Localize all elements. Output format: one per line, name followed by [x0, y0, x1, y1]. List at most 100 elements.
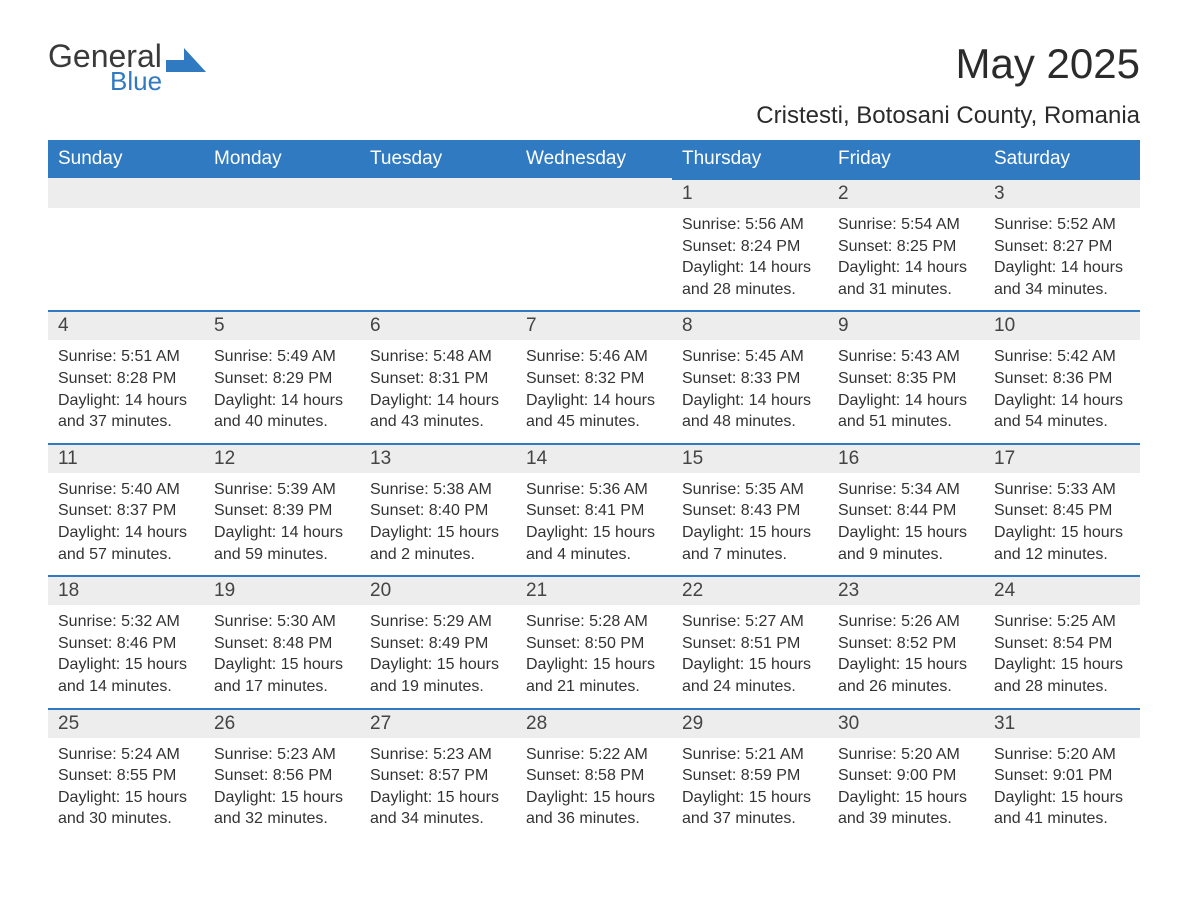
daylight-line: Daylight: 15 hours and 34 minutes. [370, 787, 506, 830]
weekday-header: Monday [204, 140, 360, 178]
calendar-cell: 9Sunrise: 5:43 AMSunset: 8:35 PMDaylight… [828, 310, 984, 442]
day-number: 9 [828, 310, 984, 340]
sunrise-line: Sunrise: 5:22 AM [526, 744, 662, 766]
daylight-line: Daylight: 14 hours and 57 minutes. [58, 522, 194, 565]
weekday-header: Sunday [48, 140, 204, 178]
weekday-header: Friday [828, 140, 984, 178]
calendar-cell: 26Sunrise: 5:23 AMSunset: 8:56 PMDayligh… [204, 708, 360, 840]
daylight-line: Daylight: 15 hours and 30 minutes. [58, 787, 194, 830]
calendar-cell: 7Sunrise: 5:46 AMSunset: 8:32 PMDaylight… [516, 310, 672, 442]
calendar-cell [204, 178, 360, 310]
calendar-cell: 27Sunrise: 5:23 AMSunset: 8:57 PMDayligh… [360, 708, 516, 840]
sunset-line: Sunset: 8:25 PM [838, 236, 974, 258]
weekday-header: Tuesday [360, 140, 516, 178]
sunset-line: Sunset: 8:59 PM [682, 765, 818, 787]
logo-word-blue: Blue [48, 68, 162, 94]
empty-day [360, 178, 516, 208]
page-title: May 2025 [756, 40, 1140, 88]
empty-day [48, 178, 204, 208]
sunrise-line: Sunrise: 5:39 AM [214, 479, 350, 501]
day-number: 16 [828, 443, 984, 473]
day-number: 20 [360, 575, 516, 605]
daylight-line: Daylight: 15 hours and 14 minutes. [58, 654, 194, 697]
daylight-line: Daylight: 14 hours and 43 minutes. [370, 390, 506, 433]
sunrise-line: Sunrise: 5:52 AM [994, 214, 1130, 236]
sunset-line: Sunset: 8:50 PM [526, 633, 662, 655]
day-number: 3 [984, 178, 1140, 208]
daylight-line: Daylight: 15 hours and 2 minutes. [370, 522, 506, 565]
calendar-cell: 20Sunrise: 5:29 AMSunset: 8:49 PMDayligh… [360, 575, 516, 707]
sunset-line: Sunset: 8:44 PM [838, 500, 974, 522]
day-number: 21 [516, 575, 672, 605]
daylight-line: Daylight: 14 hours and 37 minutes. [58, 390, 194, 433]
day-number: 26 [204, 708, 360, 738]
calendar-cell: 29Sunrise: 5:21 AMSunset: 8:59 PMDayligh… [672, 708, 828, 840]
sunset-line: Sunset: 8:24 PM [682, 236, 818, 258]
calendar-cell: 1Sunrise: 5:56 AMSunset: 8:24 PMDaylight… [672, 178, 828, 310]
day-number: 31 [984, 708, 1140, 738]
day-body: Sunrise: 5:20 AMSunset: 9:01 PMDaylight:… [984, 738, 1140, 840]
sunset-line: Sunset: 8:31 PM [370, 368, 506, 390]
day-number: 29 [672, 708, 828, 738]
daylight-line: Daylight: 15 hours and 21 minutes. [526, 654, 662, 697]
weekday-header-row: SundayMondayTuesdayWednesdayThursdayFrid… [48, 140, 1140, 178]
day-body: Sunrise: 5:23 AMSunset: 8:56 PMDaylight:… [204, 738, 360, 840]
sunset-line: Sunset: 8:48 PM [214, 633, 350, 655]
sunset-line: Sunset: 8:54 PM [994, 633, 1130, 655]
daylight-line: Daylight: 14 hours and 31 minutes. [838, 257, 974, 300]
empty-day [516, 178, 672, 208]
daylight-line: Daylight: 15 hours and 7 minutes. [682, 522, 818, 565]
sunrise-line: Sunrise: 5:34 AM [838, 479, 974, 501]
day-body: Sunrise: 5:28 AMSunset: 8:50 PMDaylight:… [516, 605, 672, 707]
sunset-line: Sunset: 8:36 PM [994, 368, 1130, 390]
calendar-cell: 21Sunrise: 5:28 AMSunset: 8:50 PMDayligh… [516, 575, 672, 707]
daylight-line: Daylight: 15 hours and 39 minutes. [838, 787, 974, 830]
day-number: 4 [48, 310, 204, 340]
daylight-line: Daylight: 14 hours and 59 minutes. [214, 522, 350, 565]
day-body: Sunrise: 5:43 AMSunset: 8:35 PMDaylight:… [828, 340, 984, 442]
sunrise-line: Sunrise: 5:45 AM [682, 346, 818, 368]
day-number: 19 [204, 575, 360, 605]
calendar-week-row: 1Sunrise: 5:56 AMSunset: 8:24 PMDaylight… [48, 178, 1140, 310]
day-body: Sunrise: 5:23 AMSunset: 8:57 PMDaylight:… [360, 738, 516, 840]
sunset-line: Sunset: 8:33 PM [682, 368, 818, 390]
day-number: 7 [516, 310, 672, 340]
location-subtitle: Cristesti, Botosani County, Romania [756, 102, 1140, 130]
sunrise-line: Sunrise: 5:30 AM [214, 611, 350, 633]
day-body: Sunrise: 5:56 AMSunset: 8:24 PMDaylight:… [672, 208, 828, 310]
sunrise-line: Sunrise: 5:51 AM [58, 346, 194, 368]
sunrise-line: Sunrise: 5:54 AM [838, 214, 974, 236]
calendar-cell: 30Sunrise: 5:20 AMSunset: 9:00 PMDayligh… [828, 708, 984, 840]
day-number: 11 [48, 443, 204, 473]
sunrise-line: Sunrise: 5:43 AM [838, 346, 974, 368]
day-number: 8 [672, 310, 828, 340]
calendar-cell: 5Sunrise: 5:49 AMSunset: 8:29 PMDaylight… [204, 310, 360, 442]
day-body: Sunrise: 5:25 AMSunset: 8:54 PMDaylight:… [984, 605, 1140, 707]
day-number: 30 [828, 708, 984, 738]
calendar-cell [360, 178, 516, 310]
day-number: 2 [828, 178, 984, 208]
day-number: 18 [48, 575, 204, 605]
day-body: Sunrise: 5:49 AMSunset: 8:29 PMDaylight:… [204, 340, 360, 442]
day-body: Sunrise: 5:24 AMSunset: 8:55 PMDaylight:… [48, 738, 204, 840]
day-body: Sunrise: 5:20 AMSunset: 9:00 PMDaylight:… [828, 738, 984, 840]
calendar-cell: 10Sunrise: 5:42 AMSunset: 8:36 PMDayligh… [984, 310, 1140, 442]
day-number: 15 [672, 443, 828, 473]
day-number: 22 [672, 575, 828, 605]
daylight-line: Daylight: 15 hours and 26 minutes. [838, 654, 974, 697]
day-number: 13 [360, 443, 516, 473]
day-body: Sunrise: 5:52 AMSunset: 8:27 PMDaylight:… [984, 208, 1140, 310]
sunset-line: Sunset: 8:46 PM [58, 633, 194, 655]
sunset-line: Sunset: 8:56 PM [214, 765, 350, 787]
sunrise-line: Sunrise: 5:33 AM [994, 479, 1130, 501]
day-number: 24 [984, 575, 1140, 605]
sunrise-line: Sunrise: 5:26 AM [838, 611, 974, 633]
sunset-line: Sunset: 8:28 PM [58, 368, 194, 390]
calendar-cell: 14Sunrise: 5:36 AMSunset: 8:41 PMDayligh… [516, 443, 672, 575]
sunset-line: Sunset: 8:40 PM [370, 500, 506, 522]
calendar-cell: 28Sunrise: 5:22 AMSunset: 8:58 PMDayligh… [516, 708, 672, 840]
daylight-line: Daylight: 14 hours and 34 minutes. [994, 257, 1130, 300]
sunrise-line: Sunrise: 5:42 AM [994, 346, 1130, 368]
calendar-cell: 31Sunrise: 5:20 AMSunset: 9:01 PMDayligh… [984, 708, 1140, 840]
day-number: 14 [516, 443, 672, 473]
